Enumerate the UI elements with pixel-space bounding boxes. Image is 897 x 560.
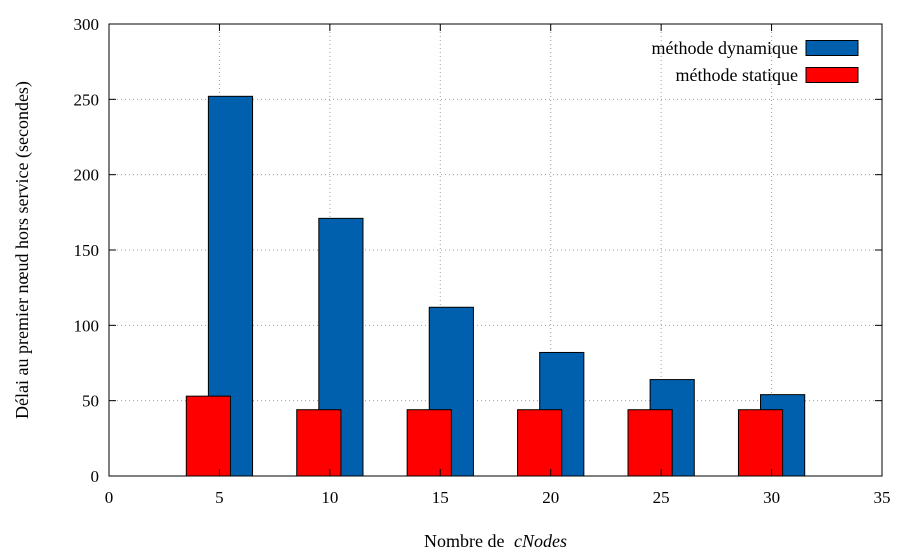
legend-label: méthode dynamique <box>652 38 798 58</box>
y-tick-label: 250 <box>74 90 100 109</box>
x-tick-label: 35 <box>874 488 891 507</box>
x-tick-label: 15 <box>432 488 449 507</box>
legend-label: méthode statique <box>676 65 798 85</box>
bar-static <box>185 395 231 477</box>
bar-static <box>406 409 452 477</box>
y-tick-label: 50 <box>82 392 99 411</box>
y-tick-label: 100 <box>74 316 100 335</box>
legend-swatch <box>805 67 859 83</box>
bar-static <box>627 409 673 477</box>
x-axis-title-italic: cNodes <box>514 531 567 551</box>
y-tick-label: 150 <box>74 241 100 260</box>
axis-ticks: 0 50 100 150 200 250 300 0 5 10 15 20 25 30 35 <box>74 15 891 507</box>
x-axis-title-text: Nombre de <box>424 531 504 551</box>
x-tick-label: 10 <box>321 488 338 507</box>
x-tick-label: 30 <box>763 488 780 507</box>
y-axis-title: Délai au premier nœud hors service (seco… <box>12 81 33 419</box>
x-tick-label: 20 <box>542 488 559 507</box>
y-tick-label: 200 <box>74 166 100 185</box>
y-tick-label: 300 <box>74 15 100 34</box>
bars <box>185 95 806 477</box>
legend: méthode dynamique méthode statique <box>652 38 859 85</box>
bar-static <box>296 409 342 477</box>
x-axis-title: Nombre de cNodes <box>424 531 567 551</box>
legend-swatch <box>805 40 859 56</box>
x-tick-label: 0 <box>105 488 114 507</box>
bar-static <box>737 409 784 477</box>
x-tick-label: 25 <box>653 488 670 507</box>
bar-static <box>517 409 563 477</box>
x-tick-label: 5 <box>215 488 224 507</box>
y-tick-label: 0 <box>91 467 100 486</box>
